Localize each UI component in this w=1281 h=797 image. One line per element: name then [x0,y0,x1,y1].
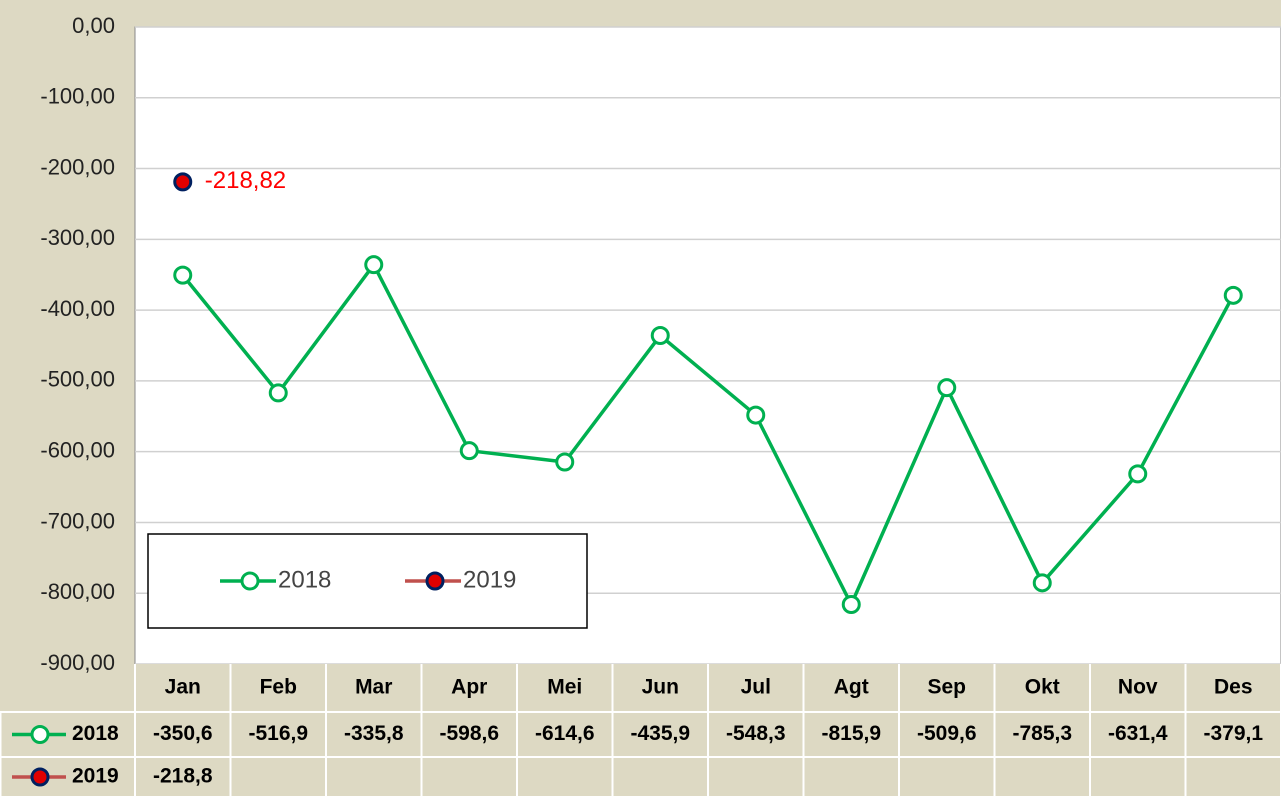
table-value: -598,6 [439,722,499,745]
legend-box [147,533,588,629]
table-value: -516,9 [248,722,308,745]
table-header: Sep [927,676,966,699]
data-point [173,172,193,192]
y-tick-label: -900,00 [40,650,115,675]
table-value: -350,6 [153,722,213,745]
table-header: Apr [451,676,487,699]
legend-marker [425,571,445,591]
y-tick-label: 0,00 [72,13,115,38]
table-header: Jan [165,676,201,699]
table-header: Mar [355,676,392,699]
table-header: Nov [1118,676,1158,699]
table-value: -614,6 [535,722,595,745]
table-header: Jun [642,676,679,699]
table-series-name: 2019 [72,765,119,788]
y-tick-label: -200,00 [40,154,115,179]
data-point [555,452,575,472]
y-tick-label: -700,00 [40,508,115,533]
data-point [746,405,766,425]
data-point [841,594,861,614]
legend-marker [240,571,260,591]
data-point [1128,464,1148,484]
data-point [173,265,193,285]
table-header: Feb [260,676,297,699]
legend-label: 2018 [278,566,331,593]
table-value: -218,8 [153,765,213,788]
data-label: -218,82 [205,167,286,194]
table-value: -785,3 [1012,722,1072,745]
table-header: Mei [547,676,582,699]
data-point [650,326,670,346]
table-value: -548,3 [726,722,786,745]
table-value: -335,8 [344,722,404,745]
data-point [268,383,288,403]
table-header: Okt [1025,676,1060,699]
table-value: -509,6 [917,722,977,745]
y-tick-label: -800,00 [40,579,115,604]
data-point [937,378,957,398]
y-tick-label: -500,00 [40,367,115,392]
table-legend-marker [30,767,50,787]
data-point [1223,285,1243,305]
series-line [181,261,1235,609]
table-value: -631,4 [1108,722,1168,745]
data-point [364,255,384,275]
table-header: Des [1214,676,1253,699]
legend-label: 2019 [463,566,516,593]
y-tick-label: -100,00 [40,84,115,109]
data-point [1032,573,1052,593]
table-header: Agt [834,676,869,699]
table-value: -435,9 [630,722,690,745]
table-value: -815,9 [821,722,881,745]
table-header: Jul [741,676,771,699]
table-legend-marker [30,725,50,744]
y-tick-label: -600,00 [40,437,115,462]
table-value: -379,1 [1203,722,1263,745]
y-tick-label: -400,00 [40,296,115,321]
data-point [459,441,479,461]
y-tick-label: -300,00 [40,225,115,250]
table-series-name: 2018 [72,722,119,745]
